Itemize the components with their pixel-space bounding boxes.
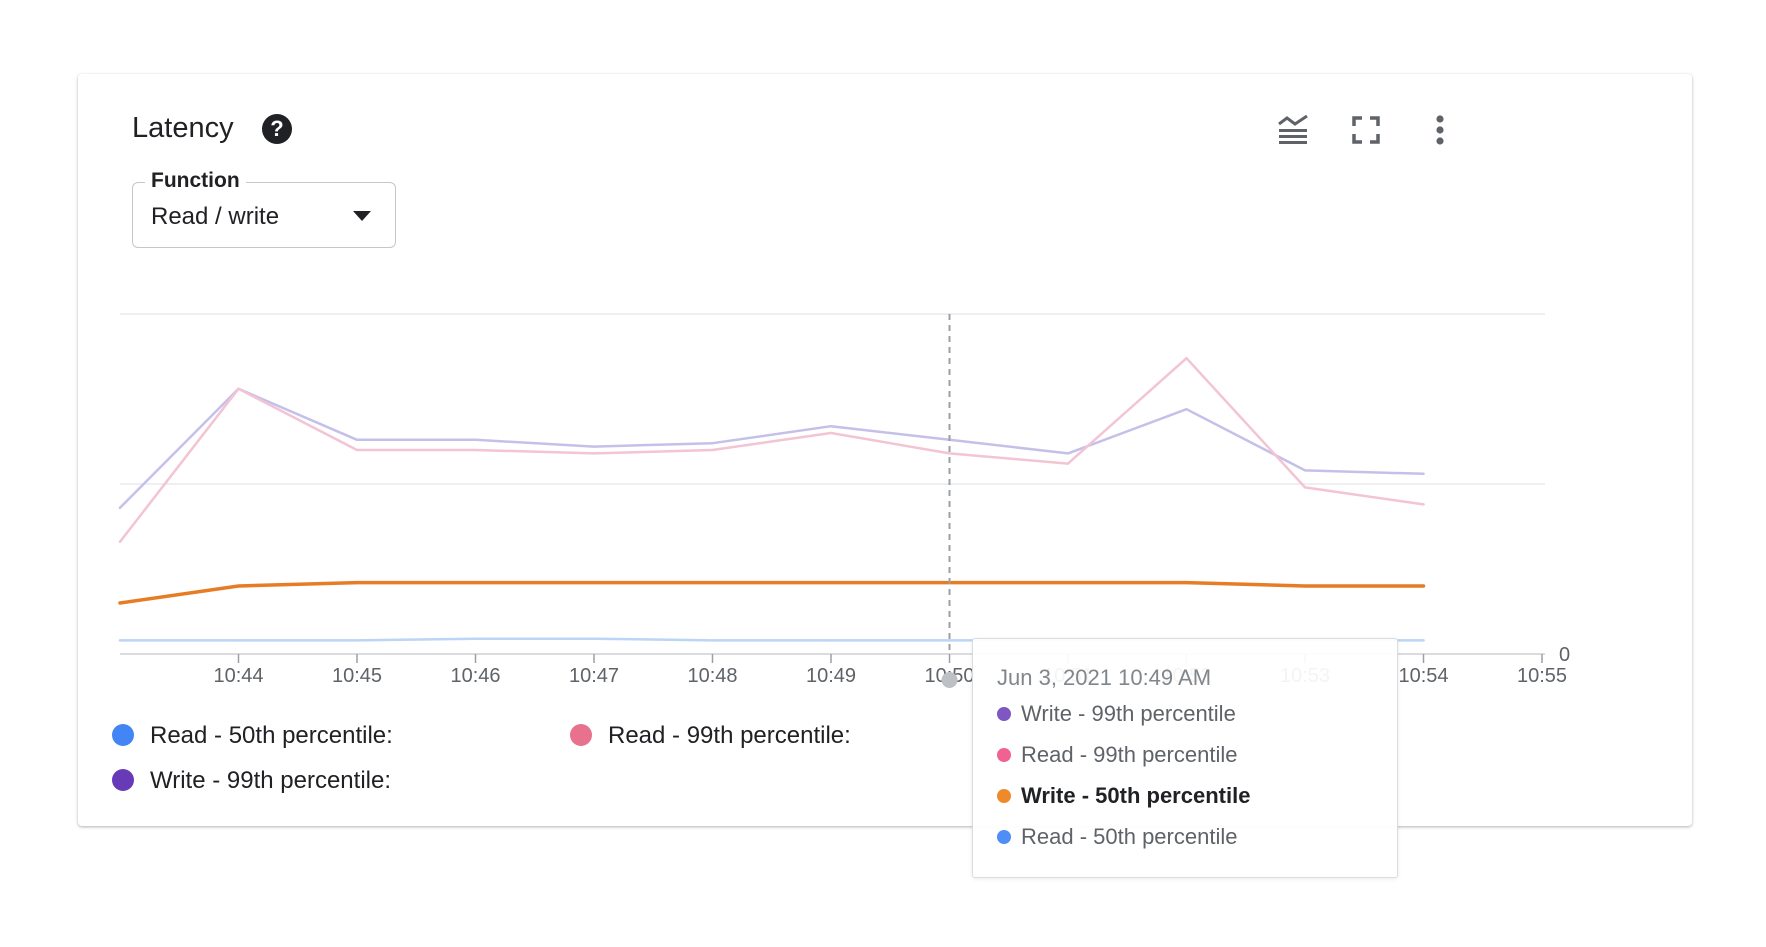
data-point [1185, 408, 1188, 411]
data-point [829, 581, 833, 584]
tooltip-row: Read - 50th percentile [997, 824, 1377, 852]
legend-item[interactable]: Read - 50th percentile: [112, 722, 393, 750]
chevron-down-icon [353, 211, 371, 221]
data-point [592, 452, 596, 455]
tooltip-dot [997, 707, 1011, 721]
data-point [237, 387, 240, 390]
data-point [711, 448, 714, 452]
data-point [829, 425, 833, 428]
data-point [474, 438, 477, 441]
x-tick-label: 10:46 [450, 665, 500, 687]
help-icon[interactable]: ? [262, 114, 292, 144]
legend-label: Read - 99th percentile: [608, 722, 851, 749]
x-tick-label: 10:47 [569, 665, 619, 687]
more-vert-icon[interactable] [1420, 110, 1460, 150]
data-point [355, 448, 359, 452]
data-point [1185, 357, 1188, 360]
data-point [355, 581, 359, 584]
series-line-0 [118, 387, 1425, 510]
card-title: Latency [132, 112, 234, 144]
data-point [1066, 581, 1070, 584]
data-point [355, 639, 359, 642]
legend-dot [570, 724, 592, 746]
x-tick-label: 10:45 [332, 665, 382, 687]
x-tick-label: 10:48 [687, 665, 737, 687]
series-line-2 [118, 580, 1426, 605]
data-point [237, 639, 240, 642]
fullscreen-icon[interactable] [1346, 110, 1386, 150]
data-point [118, 639, 122, 642]
data-point [118, 506, 122, 509]
series-line-1 [118, 356, 1425, 544]
legend-item[interactable]: Read - 99th percentile: [570, 722, 851, 750]
data-point [474, 581, 477, 584]
data-point [592, 637, 596, 640]
data-point [1422, 639, 1425, 642]
data-point [1303, 469, 1307, 472]
tooltip-label: Read - 50th percentile [1021, 824, 1238, 849]
data-point [474, 448, 477, 452]
tooltip-dot [997, 748, 1011, 762]
data-point [711, 639, 714, 642]
y-tick-label: 0 [1559, 644, 1570, 666]
data-point [592, 581, 596, 584]
data-point [948, 452, 951, 455]
data-point [711, 442, 714, 445]
legend-item[interactable]: Write - 99th percentile: [112, 767, 391, 795]
function-select[interactable]: Function Read / write [132, 169, 396, 248]
data-point [1422, 584, 1425, 588]
data-point [829, 639, 833, 642]
function-select-value: Read / write [151, 203, 280, 230]
latency-card: Latency ? Function Read / write [78, 74, 1692, 826]
x-tick-label: 10:44 [213, 665, 263, 687]
data-point [474, 637, 477, 640]
legend-dot [112, 769, 134, 791]
legend-dot [112, 724, 134, 746]
data-point [118, 601, 122, 605]
data-point [1303, 486, 1307, 489]
data-point [829, 431, 833, 435]
data-point [1066, 452, 1070, 455]
tooltip-row: Write - 50th percentile [997, 783, 1377, 811]
tooltip-label: Write - 99th percentile [1021, 701, 1236, 726]
legend-label: Write - 99th percentile: [150, 767, 391, 794]
data-point [711, 581, 714, 584]
x-tick-label: 10:54 [1398, 665, 1448, 687]
data-point [592, 445, 596, 448]
data-point [355, 438, 359, 441]
tooltip-row: Write - 99th percentile [997, 701, 1377, 729]
legend-toggle-icon[interactable] [1273, 110, 1313, 150]
tooltip-dot [997, 830, 1011, 844]
data-point [1303, 584, 1307, 588]
data-point [948, 639, 951, 642]
data-point [237, 584, 240, 588]
data-point [1066, 462, 1070, 465]
x-tick-label: 10:55 [1517, 665, 1567, 687]
tooltip-header: Jun 3, 2021 10:49 AM [997, 665, 1212, 690]
tooltip-dot [997, 789, 1011, 803]
chart-tooltip: Jun 3, 2021 10:49 AM Write - 99th percen… [972, 638, 1398, 878]
data-point [1422, 472, 1425, 475]
tooltip-label: Read - 99th percentile [1021, 742, 1238, 767]
function-select-label: Function [145, 169, 246, 193]
tooltip-label: Write - 50th percentile [1021, 783, 1251, 808]
x-tick-label: 10:49 [806, 665, 856, 687]
data-point [118, 540, 122, 543]
tooltip-row: Read - 99th percentile [997, 742, 1377, 770]
cursor-handle [941, 672, 958, 688]
data-point [1185, 581, 1188, 584]
legend-label: Read - 50th percentile: [150, 722, 393, 749]
data-point [1422, 503, 1425, 506]
